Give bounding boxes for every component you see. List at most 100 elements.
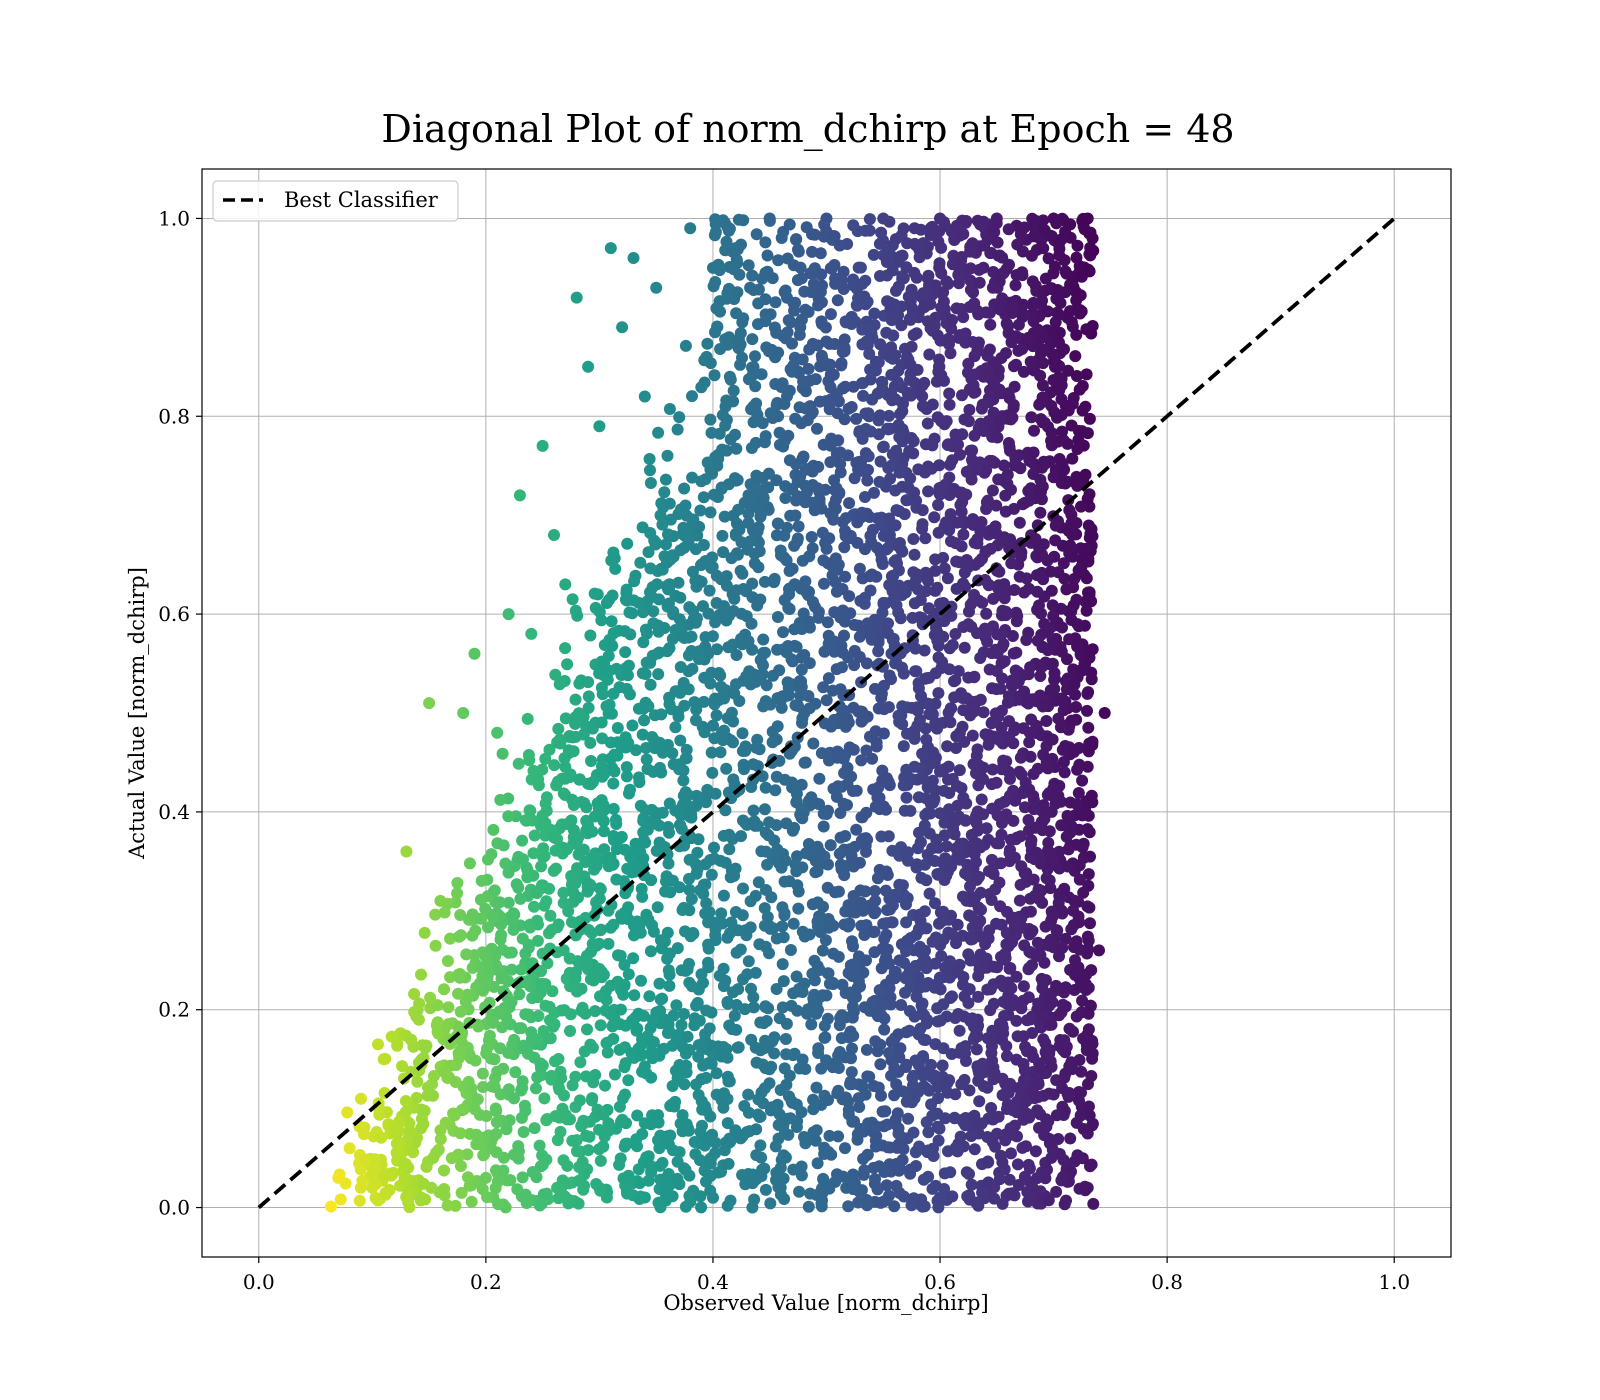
scatter-point bbox=[618, 625, 631, 638]
scatter-point bbox=[537, 842, 550, 855]
scatter-point bbox=[559, 642, 572, 655]
scatter-point bbox=[799, 479, 812, 492]
scatter-point bbox=[532, 1010, 545, 1022]
scatter-point bbox=[855, 754, 868, 767]
scatter-point bbox=[558, 1004, 571, 1017]
scatter-point bbox=[787, 917, 800, 930]
scatter-point bbox=[670, 1032, 683, 1045]
scatter-point bbox=[944, 347, 957, 360]
scatter-point bbox=[877, 727, 890, 740]
scatter-point bbox=[932, 687, 945, 700]
scatter-point bbox=[988, 226, 1001, 239]
scatter-point bbox=[721, 1051, 734, 1064]
scatter-point bbox=[585, 945, 597, 958]
scatter-point bbox=[636, 1128, 649, 1140]
scatter-point bbox=[884, 351, 897, 364]
scatter-point bbox=[866, 996, 879, 1009]
scatter-point bbox=[879, 954, 891, 967]
scatter-point bbox=[593, 1143, 606, 1156]
scatter-point bbox=[727, 715, 740, 728]
scatter-point bbox=[899, 1061, 912, 1073]
scatter-point bbox=[943, 524, 956, 536]
scatter-point bbox=[834, 457, 847, 470]
scatter-point bbox=[984, 318, 997, 331]
scatter-point bbox=[923, 348, 936, 361]
scatter-point bbox=[823, 916, 836, 929]
scatter-point bbox=[750, 1123, 763, 1136]
scatter-point bbox=[789, 412, 802, 425]
scatter-point bbox=[754, 1139, 767, 1152]
scatter-point bbox=[768, 321, 781, 334]
scatter-point bbox=[904, 373, 916, 386]
scatter-point bbox=[1043, 1087, 1056, 1100]
scatter-point bbox=[998, 1010, 1011, 1022]
scatter-point bbox=[923, 887, 936, 900]
scatter-point bbox=[1010, 646, 1023, 659]
scatter-point bbox=[898, 956, 910, 969]
scatter-point bbox=[779, 332, 792, 345]
scatter-point bbox=[1016, 245, 1029, 258]
scatter-point bbox=[438, 983, 450, 996]
scatter-point bbox=[813, 395, 826, 408]
scatter-point bbox=[932, 651, 945, 664]
scatter-point bbox=[942, 277, 955, 290]
scatter-point bbox=[617, 988, 630, 1001]
scatter-point bbox=[671, 942, 684, 955]
scatter-point bbox=[960, 215, 973, 227]
scatter-point bbox=[983, 343, 996, 356]
scatter-point bbox=[719, 419, 732, 432]
scatter-point bbox=[584, 629, 597, 642]
scatter-point bbox=[408, 988, 421, 1000]
scatter-point bbox=[921, 315, 934, 328]
scatter-point bbox=[880, 803, 892, 816]
scatter-point bbox=[859, 591, 871, 604]
scatter-point bbox=[739, 628, 752, 641]
scatter-point bbox=[1044, 933, 1057, 946]
scatter-point bbox=[970, 810, 982, 823]
scatter-point bbox=[1060, 267, 1073, 280]
scatter-point bbox=[980, 822, 993, 835]
scatter-point bbox=[1076, 809, 1089, 822]
scatter-point bbox=[802, 363, 815, 375]
scatter-point bbox=[872, 636, 885, 649]
scatter-point bbox=[417, 1177, 430, 1190]
scatter-point bbox=[993, 1166, 1006, 1179]
scatter-point bbox=[1058, 572, 1071, 585]
scatter-point bbox=[746, 643, 759, 656]
scatter-point bbox=[923, 708, 936, 721]
scatter-point bbox=[953, 839, 966, 852]
scatter-point bbox=[993, 249, 1006, 262]
scatter-point bbox=[451, 877, 464, 889]
scatter-point bbox=[950, 516, 963, 529]
scatter-point bbox=[432, 1027, 445, 1040]
scatter-point bbox=[823, 1129, 836, 1142]
scatter-point bbox=[658, 486, 671, 499]
scatter-point bbox=[864, 373, 877, 386]
scatter-point bbox=[786, 365, 798, 378]
scatter-point bbox=[1022, 697, 1035, 710]
scatter-point bbox=[880, 772, 893, 785]
scatter-point bbox=[607, 687, 620, 700]
scatter-point bbox=[988, 730, 1001, 743]
scatter-point bbox=[747, 991, 760, 1004]
scatter-point bbox=[860, 657, 873, 670]
scatter-point bbox=[838, 918, 851, 931]
scatter-point bbox=[1005, 557, 1018, 570]
scatter-point bbox=[779, 284, 792, 297]
scatter-point bbox=[727, 384, 740, 397]
scatter-point bbox=[722, 641, 735, 654]
scatter-point bbox=[860, 845, 872, 858]
scatter-point bbox=[1081, 704, 1093, 717]
scatter-point bbox=[931, 1002, 944, 1015]
scatter-point bbox=[608, 748, 621, 761]
scatter-point bbox=[477, 1081, 489, 1093]
scatter-point bbox=[1037, 343, 1050, 356]
scatter-point bbox=[548, 1018, 561, 1031]
scatter-point bbox=[788, 351, 801, 364]
scatter-point bbox=[569, 972, 582, 985]
scatter-point bbox=[1045, 733, 1058, 746]
scatter-point bbox=[658, 935, 671, 948]
scatter-point bbox=[960, 554, 973, 566]
scatter-point bbox=[1032, 1090, 1045, 1103]
